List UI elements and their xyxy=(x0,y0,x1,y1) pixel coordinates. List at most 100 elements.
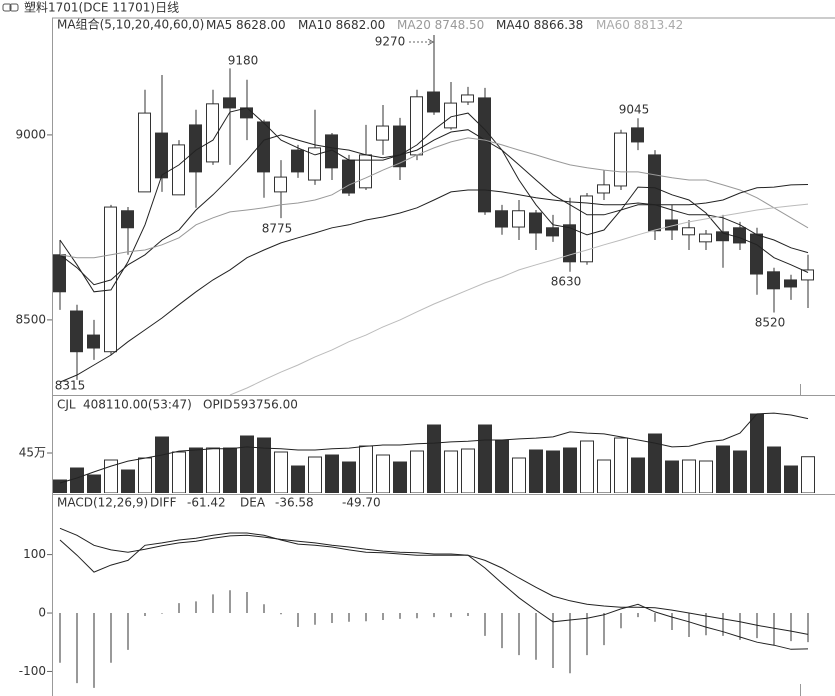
volume-bar xyxy=(546,450,560,493)
candle-body xyxy=(274,176,287,193)
price-annotation: 8520 xyxy=(755,316,786,330)
volume-bar xyxy=(699,460,713,493)
y-tick-label: 0 xyxy=(38,606,46,620)
ma-lines xyxy=(59,107,809,395)
price-annotation: 9180 xyxy=(228,54,259,68)
dea-name: DEA xyxy=(240,496,266,510)
candle-body xyxy=(206,103,219,163)
candle-body xyxy=(631,127,644,143)
candle-body xyxy=(172,144,185,196)
candle-body xyxy=(308,147,321,181)
candle-body xyxy=(546,227,559,237)
volume-title: CJL xyxy=(57,398,76,412)
dea-value: -36.58 xyxy=(275,496,314,510)
line xyxy=(59,137,809,259)
legend-entry: MA40 8866.38 xyxy=(496,18,583,32)
volume-bar xyxy=(206,447,220,493)
line xyxy=(59,107,809,293)
volume-bar xyxy=(274,451,288,493)
volume-bar xyxy=(512,457,526,493)
volume-bar xyxy=(155,436,169,493)
diff-name: DIFF xyxy=(150,496,177,510)
price-annotation: 8630 xyxy=(551,275,582,289)
volume-bar xyxy=(138,457,152,493)
y-tick-label: 8500 xyxy=(15,312,46,326)
volume-bar xyxy=(682,459,696,493)
candle-body xyxy=(597,184,610,194)
volume-bar xyxy=(359,445,373,493)
legend-entry: MA60 8813.42 xyxy=(596,18,683,32)
volume-bar xyxy=(376,454,390,493)
candle-body xyxy=(393,125,406,168)
candle-body xyxy=(495,210,508,228)
volume-bar xyxy=(427,424,441,493)
ma-legend-title: MA组合(5,10,20,40,60,0) xyxy=(57,17,204,32)
volume-bar xyxy=(716,445,730,493)
candle-body xyxy=(410,96,423,156)
volume-bar xyxy=(648,433,662,493)
volume-bar xyxy=(104,459,118,493)
candle-body xyxy=(223,97,236,109)
volume-bar xyxy=(461,448,475,493)
price-annotation: 9045 xyxy=(619,103,650,117)
line xyxy=(59,532,809,650)
line xyxy=(229,203,809,395)
volume-bar xyxy=(291,465,305,493)
volume-bar xyxy=(70,467,84,493)
opid-name: OPID xyxy=(203,398,232,412)
volume-bar xyxy=(189,447,203,493)
volume-bar xyxy=(665,460,679,493)
macd-value: -49.70 xyxy=(342,496,381,510)
candle-body xyxy=(512,210,525,228)
candle-body xyxy=(614,132,627,187)
volume-bar xyxy=(410,450,424,493)
volume-bar xyxy=(631,457,645,493)
header-title: 塑料1701(DCE 11701)日线 xyxy=(24,0,179,15)
volume-bar xyxy=(257,437,271,493)
volume-bar xyxy=(580,440,594,493)
volume-bar xyxy=(53,479,67,493)
candle-body xyxy=(682,227,695,236)
line xyxy=(59,184,809,383)
candle-body xyxy=(87,334,100,349)
volume-bar xyxy=(342,461,356,493)
candle-body xyxy=(427,91,440,113)
candles xyxy=(53,35,814,380)
macd xyxy=(59,527,809,688)
annotation-arrow xyxy=(409,38,434,46)
y-tick-label: -100 xyxy=(19,664,46,678)
volume-bar xyxy=(240,435,254,493)
volume-bar xyxy=(529,449,543,493)
candle-body xyxy=(529,212,542,234)
candle-body xyxy=(257,121,270,173)
volume-bars xyxy=(53,412,815,493)
legend-entry: MA5 8628.00 xyxy=(206,18,286,32)
price-annotation: 8775 xyxy=(262,222,293,236)
header-icon xyxy=(2,3,19,12)
line xyxy=(59,129,809,286)
volume-bar xyxy=(223,447,237,493)
volume-bar xyxy=(733,450,747,493)
legend-entry: MA10 8682.00 xyxy=(298,18,385,32)
volume-bar xyxy=(784,465,798,493)
volume-bar xyxy=(172,451,186,493)
macd-title: MACD(12,26,9) xyxy=(57,496,148,510)
line xyxy=(59,412,809,484)
candle-body xyxy=(138,112,151,193)
candle-body xyxy=(733,227,746,244)
y-tick-label: 45万 xyxy=(19,446,46,460)
volume-bar xyxy=(325,454,339,493)
y-tick-label: 100 xyxy=(23,547,46,561)
volume-bar xyxy=(87,474,101,493)
volume-bar xyxy=(121,469,135,493)
frame xyxy=(52,17,835,696)
candle-body xyxy=(784,279,797,288)
candle-body xyxy=(325,134,338,169)
line xyxy=(59,527,809,635)
volume-bar xyxy=(444,450,458,493)
candle-body xyxy=(155,132,168,179)
volume-bar xyxy=(801,456,815,493)
candle-body xyxy=(121,210,134,229)
